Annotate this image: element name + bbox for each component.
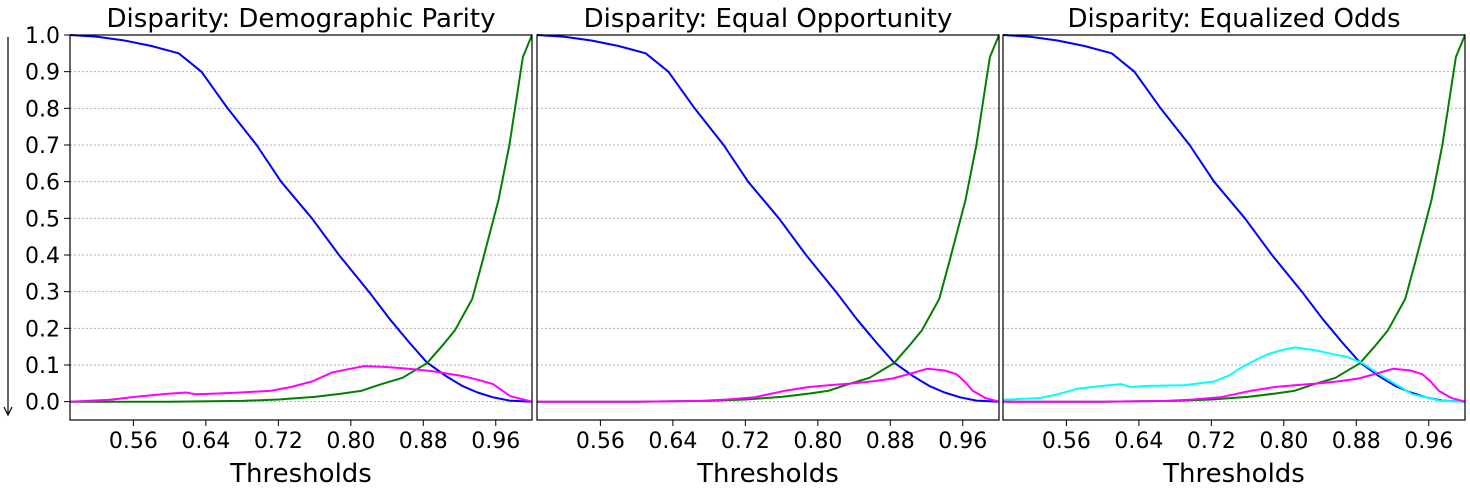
y-tick-label: 0.5: [25, 207, 60, 232]
series-line-green: [70, 34, 532, 403]
series-line-blue: [537, 34, 999, 403]
y-tick-label: 0.7: [25, 134, 60, 159]
y-tick-label: 0.6: [25, 171, 60, 196]
axes-frame: [69, 34, 533, 421]
x-tick-label: 0.64: [1114, 429, 1163, 454]
x-tick-label: 0.80: [1259, 429, 1308, 454]
axes-frame: [1002, 34, 1466, 421]
series-line-green: [537, 34, 999, 403]
panel-demographic-parity: 0.56 0.64 0.72 0.80 0.88 0.96 Disparity: Demo…: [69, 4, 533, 489]
y-tick-label: 0.0: [25, 391, 60, 416]
y-tick-labels: 0.0 0.1 0.2 0.3 0.4 0.5 0.6 0.7 0.8 0.9 1.0: [25, 24, 70, 416]
series-line-cyan: [1003, 346, 1465, 403]
x-tick-label: 0.88: [1332, 429, 1381, 454]
axes-frame: [536, 34, 1000, 421]
series-line-magenta: [70, 365, 532, 403]
x-tick-label: 0.72: [1187, 429, 1236, 454]
series-line-green: [1003, 34, 1465, 403]
x-tick-label: 0.80: [793, 429, 842, 454]
x-axis-label: Thresholds: [696, 459, 839, 489]
y-tick-label: 1.0: [25, 24, 60, 49]
x-tick-label: 0.56: [109, 429, 158, 454]
panel-title: Disparity: Demographic Parity: [107, 4, 496, 34]
panel-title: Disparity: Equal Opportunity: [584, 4, 953, 34]
series-line-magenta: [537, 367, 999, 403]
y-tick-label: 0.1: [25, 354, 60, 379]
x-tick-label: 0.80: [326, 429, 375, 454]
y-tick-label: 0.9: [25, 61, 60, 86]
y-tick-label: 0.4: [25, 244, 60, 269]
y-tick-label: 0.8: [25, 97, 60, 122]
x-tick-label: 0.72: [254, 429, 303, 454]
series-line-blue: [70, 34, 532, 403]
plot-area: 0.56 0.64 0.72 0.80 0.88 0.96: [69, 34, 533, 454]
panel-equal-opportunity: 0.56 0.64 0.72 0.80 0.88 0.96 Disparity: Equa…: [536, 4, 1000, 489]
y-tick-label: 0.3: [25, 281, 60, 306]
x-tick-label: 0.96: [1404, 429, 1453, 454]
plot-area: 0.56 0.64 0.72 0.80 0.88 0.96: [1002, 34, 1466, 454]
x-tick-label: 0.64: [181, 429, 230, 454]
x-tick-label: 0.56: [1042, 429, 1091, 454]
plot-area: 0.56 0.64 0.72 0.80 0.88 0.96: [536, 34, 1000, 454]
panel-equalized-odds: 0.56 0.64 0.72 0.80 0.88 0.96 Disparity: Equa…: [1002, 4, 1466, 489]
x-axis-label: Thresholds: [1162, 459, 1305, 489]
x-axis-label: Thresholds: [229, 459, 372, 489]
panel-title: Disparity: Equalized Odds: [1067, 4, 1400, 34]
y-tick-label: 0.2: [25, 317, 60, 342]
x-tick-label: 0.88: [866, 429, 915, 454]
series-line-magenta: [1003, 367, 1465, 403]
x-tick-label: 0.72: [721, 429, 770, 454]
x-tick-label: 0.96: [471, 429, 520, 454]
x-tick-label: 0.88: [399, 429, 448, 454]
x-tick-label: 0.64: [648, 429, 697, 454]
x-tick-label: 0.96: [938, 429, 987, 454]
x-tick-label: 0.56: [576, 429, 625, 454]
down-arrow-icon: [3, 37, 13, 417]
